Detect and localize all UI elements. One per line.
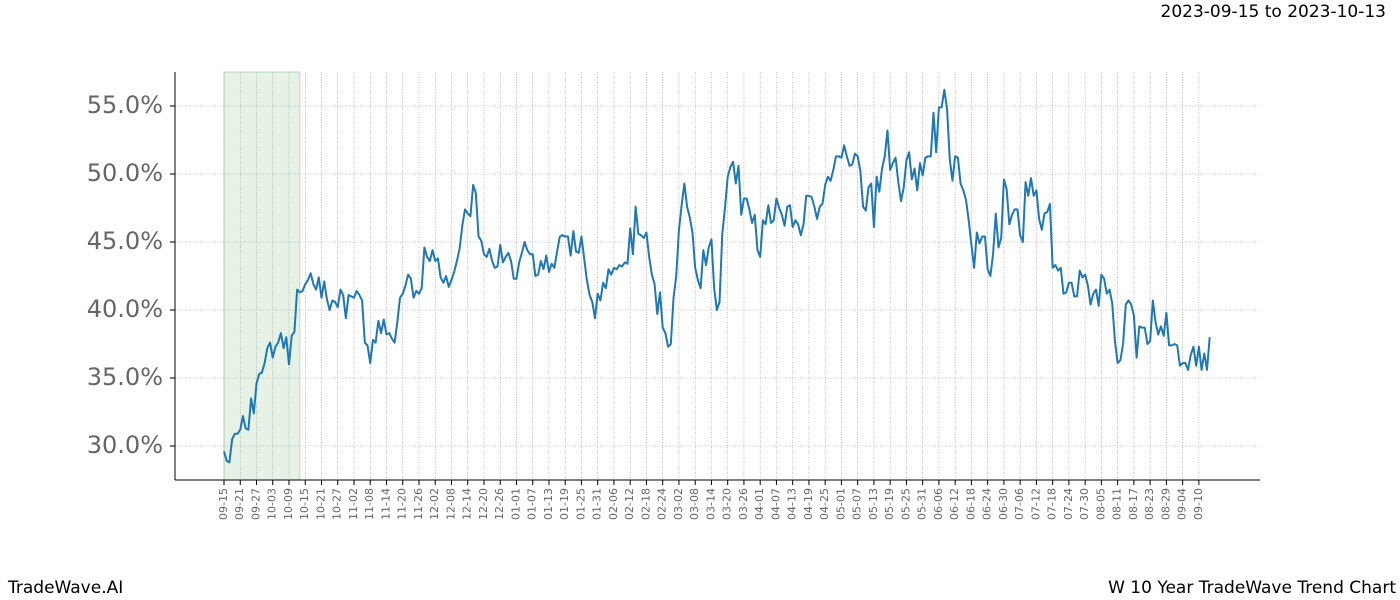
x-tick-label: 04-07 [769,488,782,520]
x-tick-label: 04-25 [818,488,831,520]
x-tick-label: 03-02 [672,488,685,520]
x-tick-label: 09-04 [1176,488,1189,520]
highlight-band [223,71,301,481]
x-tick-label: 07-24 [1062,488,1075,520]
x-tick-label: 08-29 [1159,488,1172,520]
x-tick-label: 05-31 [916,488,929,520]
x-tick-label: 09-21 [233,488,246,520]
x-tick-label: 03-26 [737,488,750,520]
x-tick-label: 11-14 [379,488,392,520]
y-tick-label: 40.0% [87,295,163,323]
chart-title: 2023-09-15 to 2023-10-13 [1161,2,1386,22]
y-tick-label: 30.0% [87,431,163,459]
x-tick-label: 07-06 [1013,488,1026,520]
x-tick-label: 03-08 [688,488,701,520]
x-tick-label: 06-06 [932,488,945,520]
x-tick-label: 01-25 [574,488,587,520]
x-tick-label: 09-10 [1192,488,1205,520]
x-tick-label: 04-01 [753,488,766,520]
x-tick-label: 02-06 [607,488,620,520]
x-tick-label: 01-01 [509,488,522,520]
x-tick-label: 10-21 [314,488,327,520]
x-tick-label: 07-30 [1078,488,1091,520]
data-line [223,88,1211,464]
x-tick-label: 12-26 [493,488,506,520]
x-tick-label: 03-14 [704,488,717,520]
x-tick-label: 06-30 [997,488,1010,520]
x-tick-label: 02-18 [639,488,652,520]
x-tick-label: 06-18 [964,488,977,520]
x-tick-label: 10-27 [331,488,344,520]
x-tick-label: 01-31 [591,488,604,520]
x-tick-label: 05-13 [867,488,880,520]
x-tick-label: 10-03 [266,488,279,520]
x-tick-label: 04-13 [786,488,799,520]
y-tick-label: 35.0% [87,363,163,391]
x-tick-label: 09-27 [249,488,262,520]
footer-left: TradeWave.AI [7,578,123,598]
x-tick-label: 04-19 [802,488,815,520]
y-tick-label: 55.0% [87,91,163,119]
x-tick-label: 01-19 [558,488,571,520]
x-tick-label: 11-26 [412,488,425,520]
x-tick-label: 08-05 [1094,488,1107,520]
x-tick-label: 12-08 [444,488,457,520]
x-tick-label: 03-20 [721,488,734,520]
x-tick-label: 05-01 [834,488,847,520]
footer-right: W 10 Year TradeWave Trend Chart [1108,578,1396,598]
x-tick-label: 08-11 [1111,488,1124,520]
x-tick-label: 06-24 [981,488,994,520]
x-tick-label: 11-20 [396,488,409,520]
x-tick-label: 11-08 [363,488,376,520]
x-tick-label: 02-12 [623,488,636,520]
x-tick-label: 11-02 [347,488,360,520]
x-tick-label: 07-12 [1029,488,1042,520]
x-tick-label: 12-02 [428,488,441,520]
x-tick-label: 01-07 [526,488,539,520]
x-tick-label: 10-15 [298,488,311,520]
x-tick-label: 10-09 [282,488,295,520]
x-tick-label: 12-20 [477,488,490,520]
x-tick-label: 02-24 [656,488,669,520]
y-tick-label: 50.0% [87,159,163,187]
x-tick-label: 08-17 [1127,488,1140,520]
x-tick-label: 12-14 [461,488,474,520]
x-tick-label: 08-23 [1143,488,1156,520]
x-tick-label: 05-25 [899,488,912,520]
x-tick-label: 05-19 [883,488,896,520]
x-tick-label: 09-15 [217,488,230,520]
x-tick-label: 07-18 [1046,488,1059,520]
x-tick-label: 06-12 [948,488,961,520]
x-tick-label: 01-13 [542,488,555,520]
x-tick-label: 05-07 [851,488,864,520]
y-tick-label: 45.0% [87,227,163,255]
